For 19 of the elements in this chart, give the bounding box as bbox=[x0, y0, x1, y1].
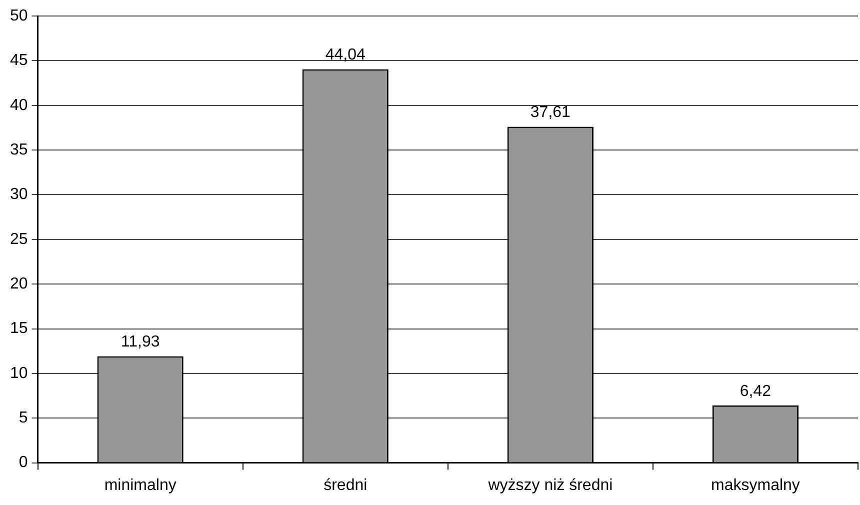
data-label: 44,04 bbox=[325, 46, 366, 64]
x-tick-label: minimalny bbox=[104, 476, 176, 494]
y-tick-label: 0 bbox=[18, 454, 28, 472]
data-label: 11,93 bbox=[120, 334, 160, 351]
y-tick-label: 40 bbox=[10, 96, 28, 114]
y-tick-label: 30 bbox=[10, 186, 28, 204]
y-tick-label: 25 bbox=[10, 230, 28, 248]
y-tick-label: 10 bbox=[10, 364, 28, 382]
y-tick-label: 45 bbox=[10, 52, 28, 70]
y-tick-label: 35 bbox=[10, 141, 28, 158]
y-tick-label: 15 bbox=[10, 320, 28, 338]
data-label: 37,61 bbox=[530, 104, 571, 122]
x-tick-label: średni bbox=[324, 476, 368, 494]
y-tick-label: 5 bbox=[18, 410, 28, 427]
data-label: 6,42 bbox=[740, 382, 772, 400]
y-tick-label: 20 bbox=[10, 275, 28, 292]
x-tick-label: wyższy niż średni bbox=[487, 476, 613, 494]
y-tick-label: 50 bbox=[10, 7, 28, 24]
x-tick-label: maksymalny bbox=[711, 476, 800, 494]
